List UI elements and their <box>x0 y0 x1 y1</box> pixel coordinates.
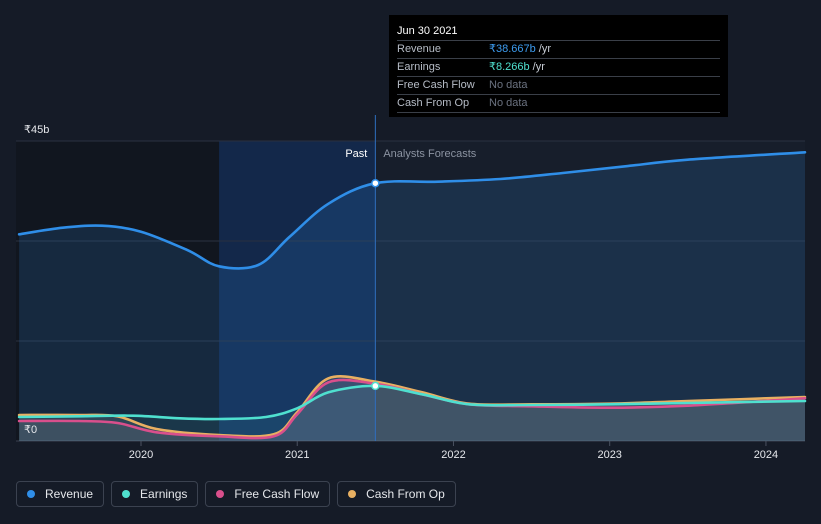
tooltip-unit: /yr <box>532 61 545 73</box>
series-areas <box>19 152 806 442</box>
legend-item-cash-from-op[interactable]: Cash From Op <box>337 481 456 507</box>
revenue-area <box>19 152 806 442</box>
x-tick-label: 2022 <box>441 449 465 461</box>
tooltip-row-free-cash-flow: Free Cash Flow No data <box>397 76 720 94</box>
tooltip-row-revenue: Revenue ₹38.667b /yr <box>397 40 720 58</box>
gridlines <box>16 140 805 442</box>
legend-label: Free Cash Flow <box>234 487 320 501</box>
series-lines <box>17 151 807 440</box>
hover-tooltip: Jun 30 2021 Revenue ₹38.667b /yr Earning… <box>389 15 728 117</box>
cash-from-op-dot-icon <box>348 490 357 498</box>
tooltip-row-earnings: Earnings ₹8.266b /yr <box>397 58 720 76</box>
hover-markers <box>371 178 380 391</box>
tooltip-value: ₹38.667b <box>489 43 536 55</box>
x-tick-label: 2020 <box>129 449 153 461</box>
earnings-hover-point <box>371 381 380 391</box>
free-cash-flow-dot-icon <box>216 490 225 498</box>
earnings-dot-icon <box>122 490 131 498</box>
revenue-hover-point <box>371 178 380 188</box>
earnings-line <box>17 384 807 421</box>
earnings-area <box>19 385 806 441</box>
tooltip-row-cash-from-op: Cash From Op No data <box>397 94 720 113</box>
x-tick-label: 2021 <box>285 449 309 461</box>
tooltip-label: Cash From Op <box>397 97 470 109</box>
x-axis-ticks: 2020 2021 2022 2023 2024 <box>129 441 778 461</box>
legend-label: Revenue <box>45 487 94 501</box>
x-tick-label: 2023 <box>597 449 621 461</box>
tooltip-date: Jun 30 2021 <box>397 25 458 37</box>
tooltip-value: No data <box>489 79 528 91</box>
tooltip-value: ₹8.266b <box>489 61 530 73</box>
free-cash-flow-line <box>17 378 807 440</box>
revenue-dot-icon <box>27 490 35 498</box>
forecast-label: Analysts Forecasts <box>383 148 476 160</box>
cash-from-op-area <box>19 376 806 441</box>
past-label: Past <box>345 148 367 160</box>
y-axis-top-label: ₹45b <box>24 124 49 136</box>
tooltip-label: Revenue <box>397 43 442 55</box>
legend-label: Cash From Op <box>366 487 445 501</box>
x-tick-label: 2024 <box>754 449 778 461</box>
legend-item-earnings[interactable]: Earnings <box>111 481 199 507</box>
tooltip-label: Earnings <box>397 61 441 73</box>
legend-item-revenue[interactable]: Revenue <box>16 481 105 507</box>
free-cash-flow-area <box>19 379 806 441</box>
legend-label: Earnings <box>140 487 188 501</box>
tooltip-unit: /yr <box>538 43 551 55</box>
past-dark-region <box>16 141 220 441</box>
tooltip-label: Free Cash Flow <box>397 79 475 91</box>
legend: Revenue Earnings Free Cash Flow Cash Fro… <box>16 481 456 507</box>
legend-item-free-cash-flow[interactable]: Free Cash Flow <box>205 481 331 507</box>
tooltip-value: No data <box>489 97 528 109</box>
revenue-line <box>17 151 807 270</box>
y-axis-bottom-label: ₹0 <box>24 424 37 436</box>
